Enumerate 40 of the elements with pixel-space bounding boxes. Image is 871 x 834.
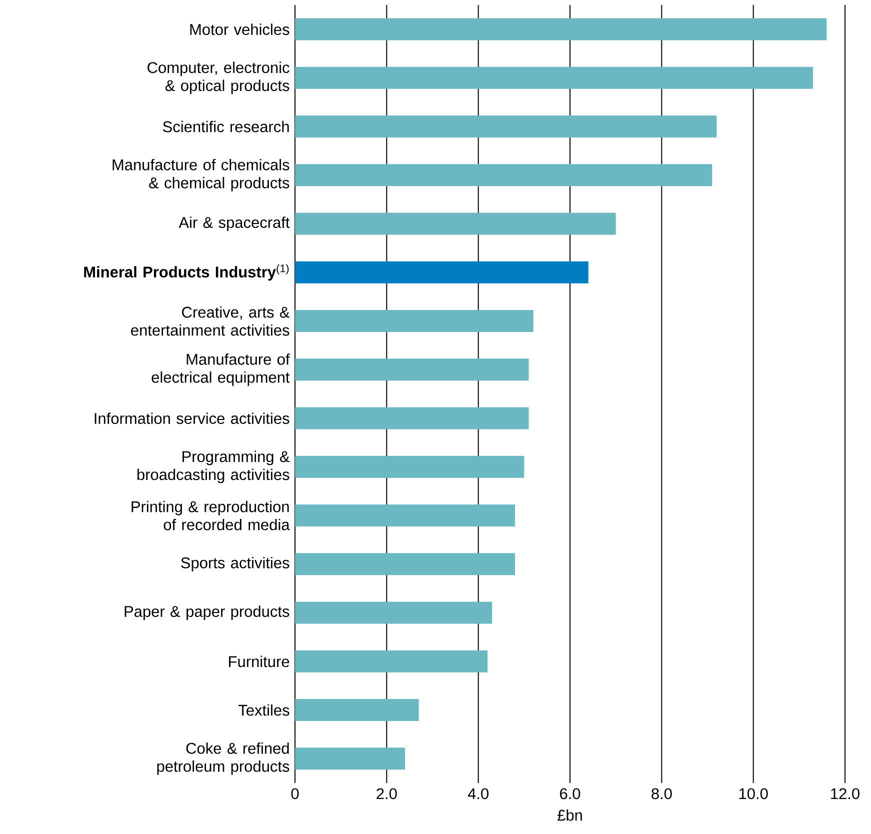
- y-tick-label: Manufacture of chemicals & chemical products: [112, 158, 290, 192]
- bar: [295, 602, 492, 624]
- y-tick-label: Programming & broadcasting activities: [137, 450, 290, 484]
- y-tick-label: Coke & refined petroleum products: [157, 742, 290, 775]
- bar: [295, 699, 419, 722]
- x-tick-label: 2.0: [376, 788, 397, 800]
- x-tick-label: 4.0: [468, 788, 488, 800]
- bar: [295, 650, 488, 672]
- y-tick-label: Furniture: [229, 656, 290, 668]
- y-tick-label: Creative, arts & entertainment activities: [131, 306, 290, 336]
- bar: [295, 18, 827, 40]
- y-tick-label: Motor vehicles: [190, 24, 290, 36]
- x-tick-label: 6.0: [560, 788, 580, 800]
- x-tick-label: 12.0: [831, 788, 860, 800]
- bar: [295, 310, 534, 332]
- x-tick-label: 0: [291, 788, 299, 800]
- y-tick-label: Computer, electronic & optical products: [148, 62, 290, 94]
- bar: [295, 553, 515, 576]
- bar: [295, 212, 616, 235]
- bar: [295, 504, 515, 527]
- y-tick-label: Mineral Products Industry$^{(1)}$: [84, 264, 289, 281]
- bar: [295, 456, 524, 478]
- bar: [295, 261, 588, 284]
- bar: [295, 748, 405, 770]
- bar: [295, 407, 529, 430]
- x-tick-label: 8.0: [652, 788, 672, 800]
- bar: [295, 66, 813, 89]
- y-tick-label: Air & spacecraft: [178, 216, 290, 232]
- x-axis-title: £bn: [558, 809, 582, 821]
- bar: [295, 116, 717, 138]
- x-tick-label: 10.0: [739, 788, 768, 800]
- y-tick-label: Paper & paper products: [124, 606, 290, 620]
- bar: [295, 358, 529, 381]
- y-tick-label: Scientific research: [163, 120, 289, 132]
- y-tick-label: Textiles: [238, 704, 290, 716]
- y-tick-label: Manufacture of electrical equipment: [152, 353, 290, 386]
- bar: [295, 164, 712, 186]
- y-tick-label: Sports activities: [181, 556, 290, 572]
- y-tick-label: Printing & reproduction of recorded media: [132, 500, 290, 530]
- y-tick-label: Information service activities: [94, 412, 290, 424]
